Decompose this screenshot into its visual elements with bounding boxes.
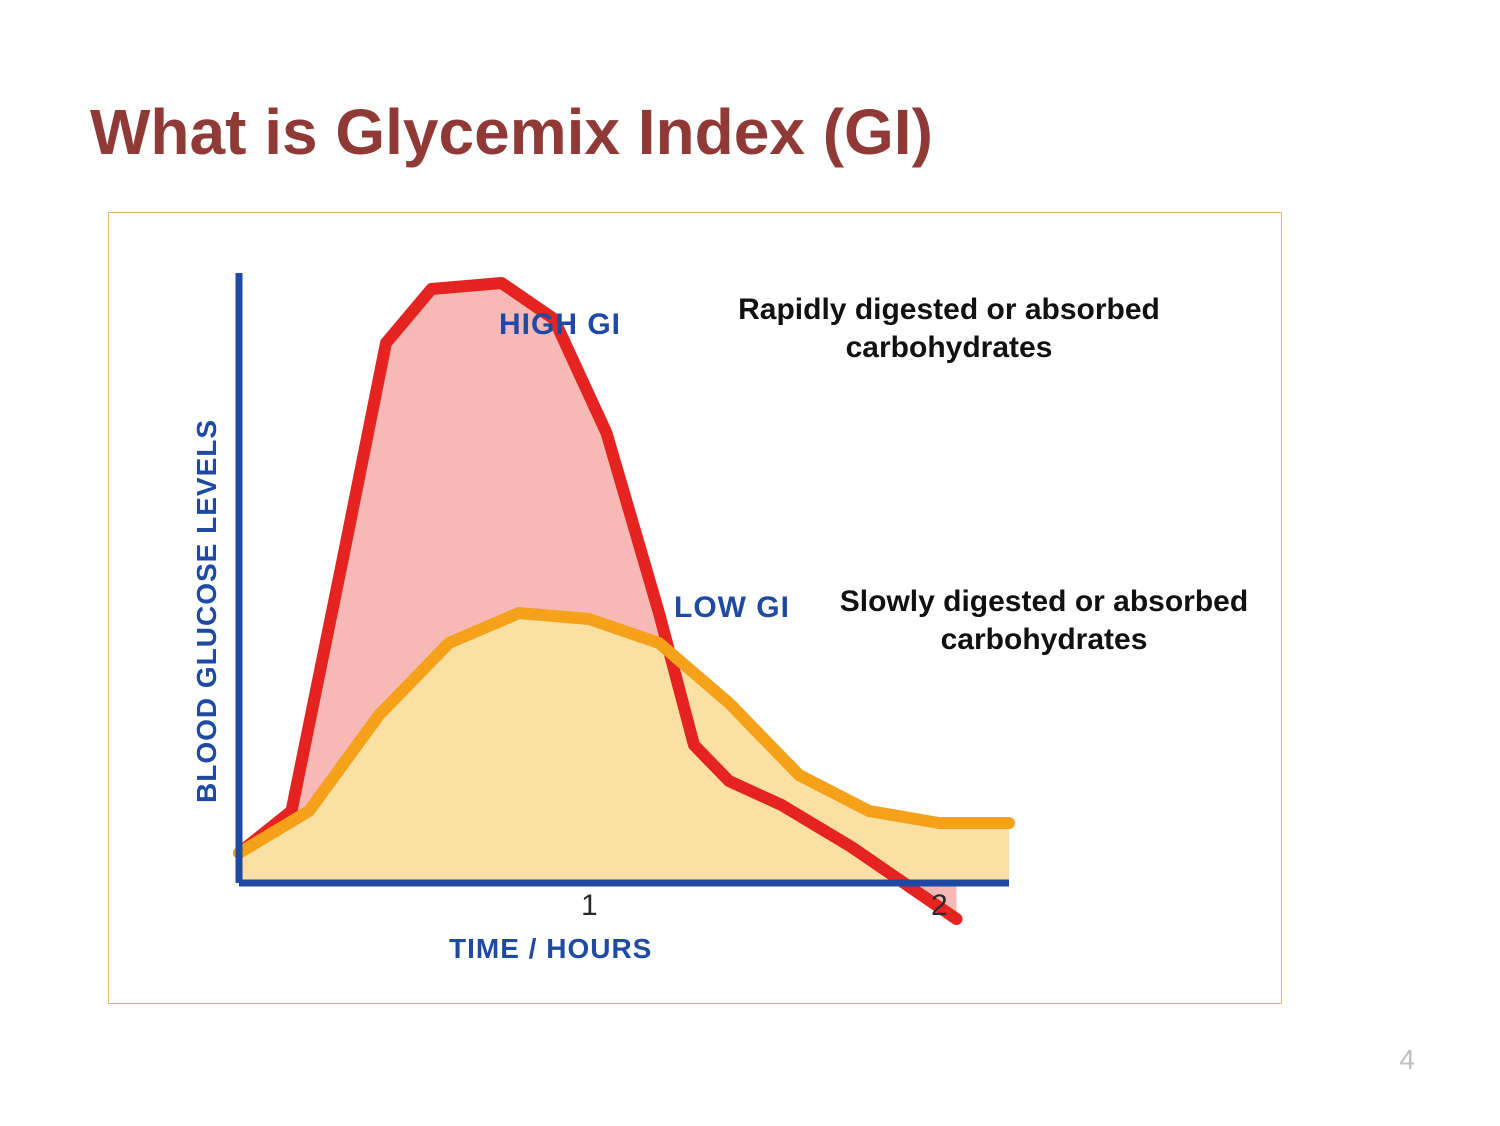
y-axis-label: BLOOD GLUCOSE LEVELS: [191, 419, 223, 803]
low-gi-annot: Slowly digested or absorbedcarbohydrates: [809, 583, 1279, 658]
high-gi-annot: Rapidly digested or absorbedcarbohydrate…: [669, 291, 1229, 366]
slide-title: What is Glycemix Index (GI): [90, 95, 933, 169]
x-axis-label: TIME / HOURS: [449, 933, 652, 965]
page-number: 4: [1399, 1044, 1415, 1076]
slide: What is Glycemix Index (GI) BLOOD GLUCOS…: [0, 0, 1500, 1126]
low-gi-label: LOW GI: [674, 591, 790, 625]
x-tick: 1: [581, 889, 598, 923]
high-gi-label: HIGH GI: [499, 308, 621, 342]
chart-frame: BLOOD GLUCOSE LEVELS TIME / HOURS 1 2 HIG…: [108, 212, 1282, 1004]
x-tick: 2: [931, 889, 948, 923]
